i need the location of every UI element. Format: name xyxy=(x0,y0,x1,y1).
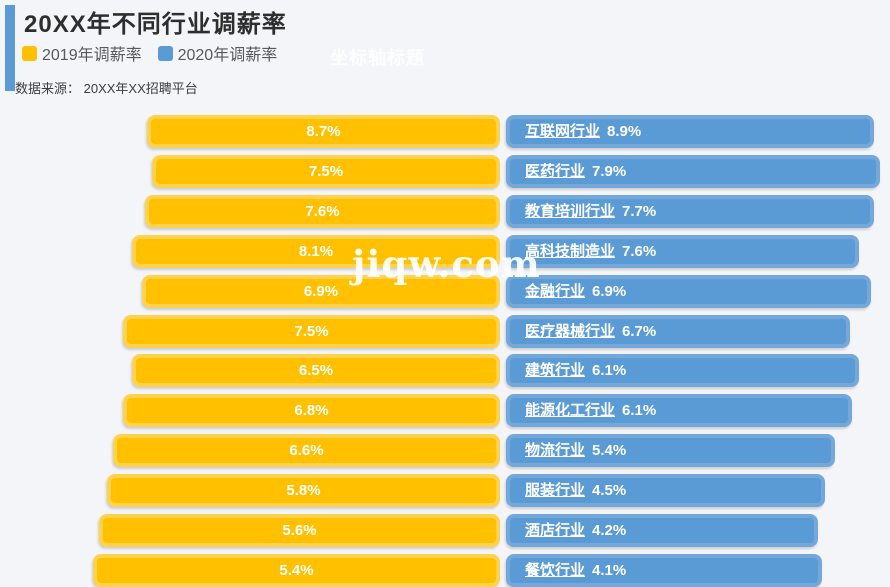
bar-2019: 7.5% xyxy=(152,154,500,188)
bar-2020: 教育培训行业 7.7% xyxy=(506,194,874,228)
bar-2019-value-label: 6.6% xyxy=(289,442,324,460)
bar-2019: 5.4% xyxy=(93,553,500,587)
bar-2020-value: 6.1% xyxy=(622,402,657,420)
bar-2020: 物流行业 5.4% xyxy=(506,434,835,468)
bar-2019-value-label: 5.6% xyxy=(282,522,317,539)
bar-2019-value-label: 7.6% xyxy=(305,202,340,220)
legend-item-2020: 2020年调薪率 xyxy=(157,41,278,65)
bar-2020-value: 4.1% xyxy=(592,561,627,579)
bar-2020-value: 5.4% xyxy=(592,442,627,460)
bar-2020-category: 医药行业 xyxy=(525,162,586,180)
bar-2019: 6.9% xyxy=(142,274,500,308)
legend-label-2019: 2019年调薪率 xyxy=(42,47,142,64)
bar-2020-label: 酒店行业 4.2% xyxy=(525,523,626,538)
bar-2020-label: 餐饮行业 4.1% xyxy=(525,563,626,578)
legend-item-2019: 2019年调薪率 xyxy=(22,41,142,65)
bar-2020: 互联网行业 8.9% xyxy=(506,115,874,148)
bar-2020-label: 互联网行业 8.9% xyxy=(525,124,641,139)
bar-2019: 7.5% xyxy=(123,314,500,348)
bar-2019-value-label: 8.1% xyxy=(298,242,334,260)
site-watermark: jiqw.com xyxy=(352,242,541,286)
bar-2020-label: 金融行业 6.9% xyxy=(525,284,626,299)
bar-2020: 服装行业 4.5% xyxy=(506,474,825,508)
bar-2020-value: 4.5% xyxy=(592,482,627,500)
bar-2020-label: 能源化工行业 6.1% xyxy=(525,403,656,418)
bar-2019-value-label: 6.5% xyxy=(298,362,334,380)
legend-swatch-2019-icon xyxy=(22,45,37,61)
bar-2020: 能源化工行业 6.1% xyxy=(506,394,852,428)
bar-2019-value-label: 6.9% xyxy=(303,282,339,300)
bar-2020-category: 酒店行业 xyxy=(525,522,586,539)
bar-2020-value: 6.9% xyxy=(592,282,627,300)
bar-2020-category: 建筑行业 xyxy=(525,362,586,380)
data-source: 数据来源： 20XX年XX招聘平台 xyxy=(15,81,198,96)
bar-2020-category: 餐饮行业 xyxy=(525,561,586,579)
bar-2020-value: 7.7% xyxy=(622,202,657,220)
legend-swatch-2020-icon xyxy=(157,45,173,61)
bar-2019: 7.6% xyxy=(145,194,500,228)
bar-2020: 金融行业 6.9% xyxy=(506,274,871,308)
bar-2020-value: 8.9% xyxy=(607,123,642,140)
bar-2019-value-label: 5.4% xyxy=(279,561,314,579)
bar-2019: 6.8% xyxy=(123,394,500,428)
bar-2019: 5.8% xyxy=(107,474,500,508)
bar-2020-value: 4.2% xyxy=(592,522,627,539)
bar-2020-category: 物流行业 xyxy=(525,442,586,460)
bar-2019: 8.7% xyxy=(147,115,500,148)
bar-2020-label: 物流行业 5.4% xyxy=(525,443,626,458)
bar-2020-category: 服装行业 xyxy=(525,482,586,500)
bar-2019-value-label: 6.8% xyxy=(294,402,329,420)
axis-title-watermark: 坐标轴标题 xyxy=(330,48,425,68)
bar-2020-category: 能源化工行业 xyxy=(525,402,616,420)
title-accent-bar xyxy=(5,5,15,91)
bar-2020: 医疗器械行业 6.7% xyxy=(506,314,850,348)
legend: 2019年调薪率 2020年调薪率 xyxy=(22,41,277,65)
bar-2020-category: 高科技制造业 xyxy=(525,242,616,260)
bar-2019: 5.6% xyxy=(99,514,500,547)
bar-2020-label: 服装行业 4.5% xyxy=(525,483,626,498)
bar-2019-value-label: 7.5% xyxy=(294,322,329,340)
bar-2020: 餐饮行业 4.1% xyxy=(506,553,822,587)
bar-2019-value-label: 8.7% xyxy=(306,123,341,140)
bar-2020-category: 金融行业 xyxy=(525,282,586,300)
bar-2020: 高科技制造业 7.6% xyxy=(506,234,859,268)
bar-2020-category: 教育培训行业 xyxy=(525,202,616,220)
bar-2020-category: 医疗器械行业 xyxy=(525,322,616,340)
bar-2020-label: 教育培训行业 7.7% xyxy=(525,204,656,219)
bar-2020-label: 医疗器械行业 6.7% xyxy=(525,324,656,339)
bar-2020-value: 6.7% xyxy=(622,322,657,340)
bar-2020-label: 医药行业 7.9% xyxy=(525,164,626,179)
bar-2020-category: 互联网行业 xyxy=(525,123,601,140)
bar-2020-value: 7.9% xyxy=(592,162,627,180)
bar-2019-value-label: 5.8% xyxy=(286,482,321,500)
bar-2020: 建筑行业 6.1% xyxy=(506,354,859,388)
bar-2020-value: 6.1% xyxy=(592,362,627,380)
bar-2020: 医药行业 7.9% xyxy=(506,154,880,188)
bar-2020-label: 高科技制造业 7.6% xyxy=(525,244,656,259)
bar-2020: 酒店行业 4.2% xyxy=(506,514,818,547)
bar-2019: 8.1% xyxy=(132,234,500,268)
legend-label-2020: 2020年调薪率 xyxy=(177,47,278,64)
bar-2020-value: 7.6% xyxy=(622,242,657,260)
bar-2019: 6.5% xyxy=(132,354,500,388)
bar-2020-label: 建筑行业 6.1% xyxy=(525,363,626,378)
bar-2019-value-label: 7.5% xyxy=(308,162,344,180)
bar-2019: 6.6% xyxy=(113,434,500,468)
page-title: 20XX年不同行业调薪率 xyxy=(24,11,287,38)
